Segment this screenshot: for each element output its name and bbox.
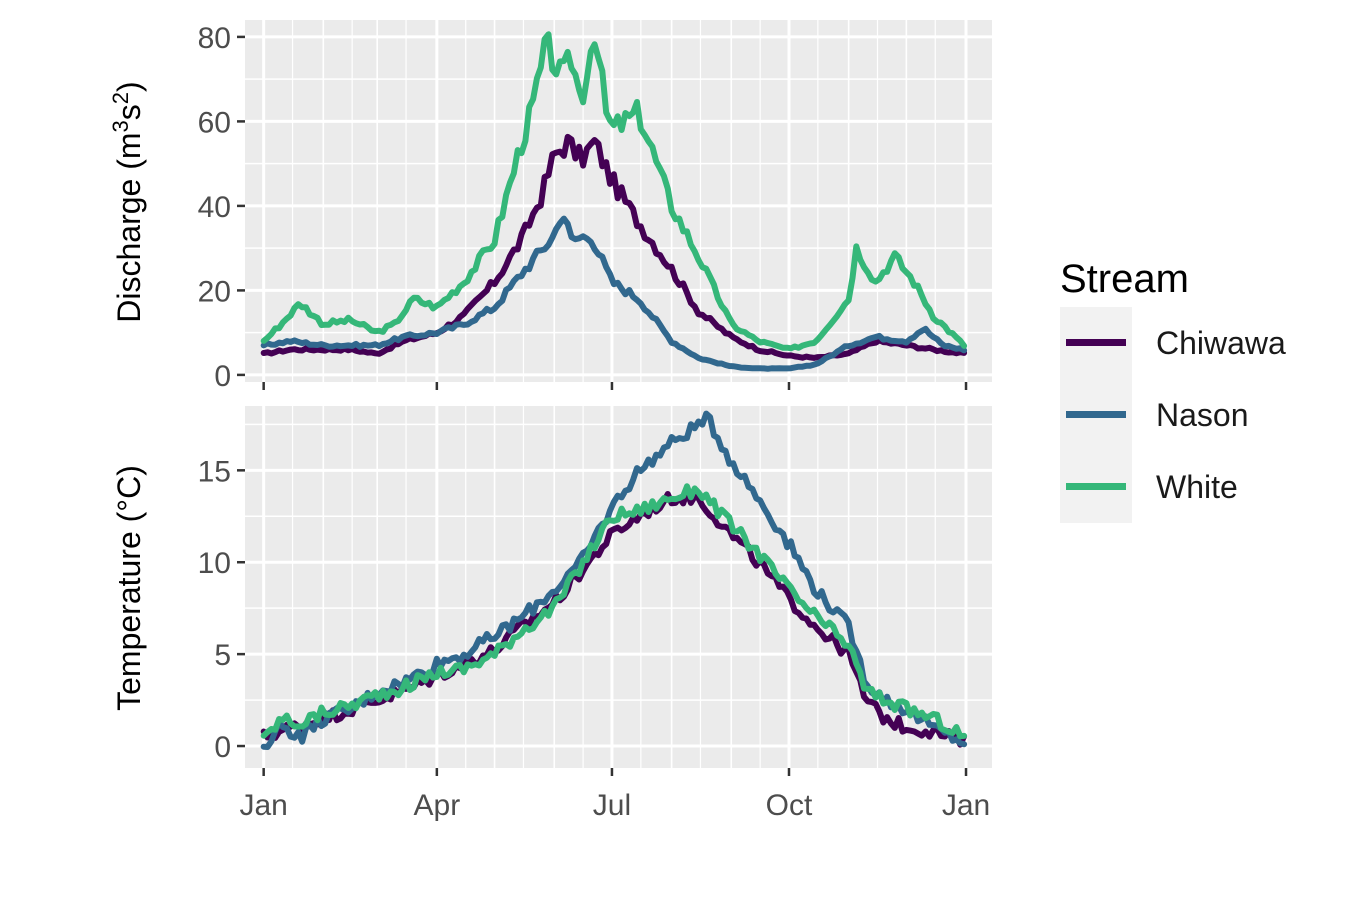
discharge-y-tick-label: 20 bbox=[198, 275, 231, 308]
legend-label-white: White bbox=[1156, 468, 1238, 505]
legend-title: Stream bbox=[1060, 257, 1189, 301]
discharge-y-tick-label: 60 bbox=[198, 106, 231, 139]
legend-label-chiwawa: Chiwawa bbox=[1156, 324, 1286, 361]
x-tick-label: Jan bbox=[239, 789, 287, 822]
x-tick-label: Jul bbox=[593, 789, 631, 822]
temperature-y-tick-label: 5 bbox=[214, 639, 231, 672]
discharge-line-nason bbox=[260, 215, 968, 372]
temperature-y-tick-label: 15 bbox=[198, 455, 231, 488]
discharge-y-tick-label: 0 bbox=[214, 360, 231, 393]
discharge-y-tick-label: 80 bbox=[198, 22, 231, 55]
discharge-panel: 0 20 40 60 80 bbox=[198, 20, 992, 393]
legend-swatch-chiwawa bbox=[1066, 339, 1126, 346]
x-axis: Jan Apr Jul Oct Jan bbox=[239, 789, 990, 822]
temperature-y-axis-label: Temperature (°C) bbox=[111, 465, 147, 711]
temperature-y-tick-label: 10 bbox=[198, 547, 231, 580]
temperature-line-white bbox=[260, 483, 968, 740]
legend-key-nason bbox=[1060, 379, 1132, 451]
temperature-panel: 0 5 10 15 bbox=[198, 406, 992, 776]
discharge-line-chiwawa bbox=[260, 133, 968, 361]
legend-keys: Chiwawa Nason White bbox=[1060, 307, 1320, 523]
temperature-panel-background bbox=[245, 406, 992, 768]
legend-key-white bbox=[1060, 451, 1132, 523]
temperature-y-tick-label: 0 bbox=[214, 731, 231, 764]
legend: Stream Chiwawa Nason White bbox=[1060, 255, 1320, 523]
legend-label-nason: Nason bbox=[1156, 396, 1249, 433]
legend-item-chiwawa: Chiwawa bbox=[1060, 307, 1320, 379]
legend-item-white: White bbox=[1060, 451, 1320, 523]
legend-swatch-white bbox=[1066, 483, 1126, 490]
legend-swatch-nason bbox=[1066, 411, 1126, 418]
discharge-y-tick-label: 40 bbox=[198, 191, 231, 224]
discharge-line-white bbox=[260, 31, 968, 352]
legend-key-chiwawa bbox=[1060, 307, 1132, 379]
discharge-y-axis-label: Discharge (m3s2) bbox=[108, 81, 147, 322]
x-tick-label: Apr bbox=[414, 789, 461, 822]
x-tick-label: Oct bbox=[766, 789, 813, 822]
x-tick-label: Jan bbox=[942, 789, 990, 822]
legend-item-nason: Nason bbox=[1060, 379, 1320, 451]
